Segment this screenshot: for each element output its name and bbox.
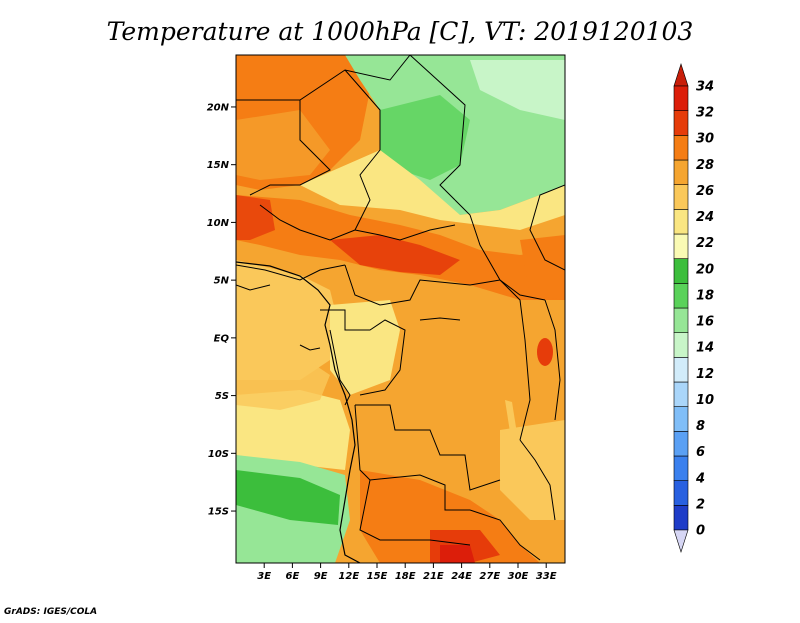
plot-title: Temperature at 1000hPa [C], VT: 20191201… <box>107 17 694 46</box>
colorbar-label: 32 <box>696 106 714 121</box>
lon-tick-label: 33E <box>536 571 557 582</box>
colorbar-label: 28 <box>696 158 714 173</box>
colorbar-segment <box>673 283 689 309</box>
grads-credit: GrADS: IGES/COLA <box>4 607 97 617</box>
east-africa-mild <box>500 300 565 430</box>
colorbar-segment <box>673 184 689 210</box>
colorbar-label: 4 <box>695 471 705 486</box>
colorbar-segment <box>673 159 689 185</box>
south-atlantic-deep-green <box>236 470 340 525</box>
ethiopia-hot <box>520 235 565 300</box>
lat-tick-label: 5S <box>215 391 229 402</box>
lat-tick-label: 15S <box>208 507 229 518</box>
latitude-axis: 20N 15N 10N 5N EQ 5S 10S 15S <box>207 102 236 518</box>
colorbar-label: 20 <box>696 262 714 277</box>
lat-tick-label: 15N <box>207 160 230 171</box>
colorbar-segment <box>673 110 689 136</box>
colorbar-segment <box>673 381 689 407</box>
lat-tick-label: EQ <box>214 333 230 344</box>
lake-malawi <box>548 485 553 515</box>
sudan-mild-zone <box>380 95 470 180</box>
west-hot-spot <box>236 195 275 240</box>
colorbar-over-triangle <box>673 63 689 87</box>
lon-tick-label: 15E <box>367 571 388 582</box>
colorbar-segment <box>673 406 689 432</box>
sahara-warm-zone <box>236 110 330 180</box>
colorbar-label: 2 <box>696 497 705 512</box>
lat-tick-label: 10N <box>207 218 230 229</box>
gabon-mild-zone <box>330 300 400 395</box>
colorbar-label: 14 <box>696 341 714 356</box>
country-borders <box>236 55 565 561</box>
lon-tick-label: 24E <box>451 571 472 582</box>
sahel-very-hot <box>330 235 460 275</box>
colorbar-label: 30 <box>696 132 714 147</box>
coastline <box>236 261 361 563</box>
colorbar-segment <box>673 332 689 358</box>
colorbar-segment <box>673 135 689 161</box>
colorbar-label: 12 <box>696 367 714 382</box>
atlantic-cool-zone <box>236 390 350 470</box>
map-frame <box>235 54 566 564</box>
lon-tick-label: 3E <box>257 571 271 582</box>
lon-tick-label: 12E <box>338 571 359 582</box>
sudan-light-zone <box>470 60 565 120</box>
colorbar-segment <box>673 233 689 259</box>
lon-tick-label: 18E <box>395 571 416 582</box>
longitude-axis: 3E 6E 9E 12E 15E 18E 21E 24E 27E 30E 33E <box>257 563 557 582</box>
colorbar-label: 34 <box>696 80 714 95</box>
lat-tick-label: 20N <box>207 102 230 113</box>
temperature-map <box>236 55 565 563</box>
colorbar-segment <box>673 431 689 457</box>
colorbar-segment <box>673 480 689 506</box>
lon-tick-label: 27E <box>479 571 500 582</box>
colorbar-label: 16 <box>696 315 714 330</box>
colorbar-label: 26 <box>696 184 714 199</box>
guinea-coast-zone <box>236 260 340 380</box>
colorbar-label: 18 <box>696 288 714 303</box>
lon-tick-label: 6E <box>286 571 300 582</box>
lake-tanganyika <box>505 400 518 445</box>
colorbar-label: 0 <box>696 524 705 539</box>
colorbar-segment <box>673 307 689 333</box>
lat-tick-label: 5N <box>214 276 230 287</box>
colorbar-label: 10 <box>696 393 714 408</box>
colorbar-segment <box>673 258 689 284</box>
lon-tick-label: 30E <box>508 571 529 582</box>
lon-tick-label: 9E <box>314 571 328 582</box>
lon-tick-label: 21E <box>423 571 444 582</box>
colorbar-under-triangle <box>673 529 689 553</box>
colorbar-label: 6 <box>696 445 705 460</box>
colorbar-label: 22 <box>696 236 714 251</box>
colorbar-segment <box>673 85 689 111</box>
colorbar-segment <box>673 357 689 383</box>
atlantic-warm-zone <box>236 355 330 410</box>
colorbar-label: 8 <box>696 419 705 434</box>
kalahari-extreme <box>440 545 475 563</box>
colorbar-label: 24 <box>696 210 714 225</box>
colorbar-segment <box>673 505 689 531</box>
lat-tick-label: 10S <box>208 449 229 460</box>
colorbar-segment <box>673 455 689 481</box>
colorbar-segment <box>673 209 689 235</box>
sahel-transition <box>300 150 565 230</box>
lake-victoria <box>537 338 553 366</box>
